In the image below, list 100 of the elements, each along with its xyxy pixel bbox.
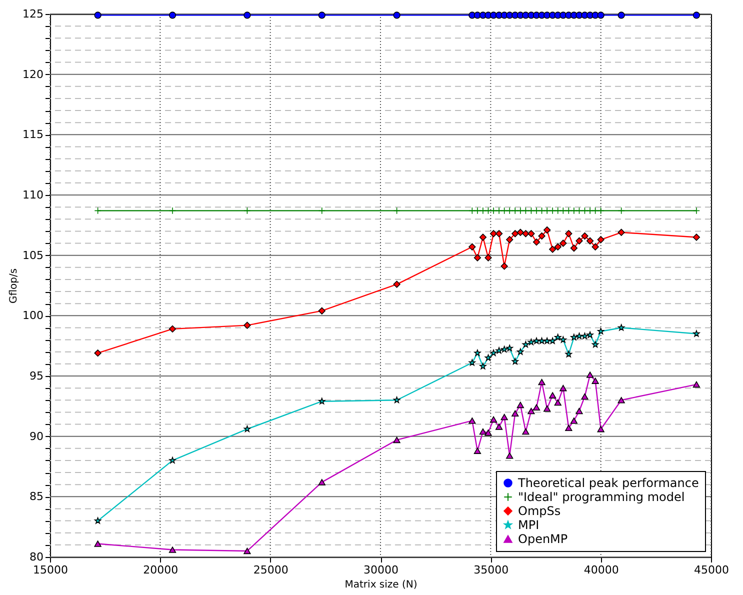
- point: [538, 337, 546, 344]
- point: [544, 405, 551, 412]
- point: [554, 243, 562, 250]
- point: [581, 393, 588, 400]
- point: [500, 414, 508, 420]
- point: [597, 12, 604, 19]
- point: [244, 426, 251, 432]
- point: [581, 207, 588, 214]
- point: [618, 396, 625, 404]
- point: [532, 404, 540, 411]
- point: [94, 207, 102, 214]
- point: [94, 517, 102, 524]
- point: [560, 336, 567, 343]
- point: [484, 207, 492, 214]
- point: [581, 332, 588, 340]
- y-tick-label: 110: [22, 188, 44, 202]
- point: [468, 359, 476, 366]
- x-tick-label: 30000: [364, 564, 398, 576]
- point: [522, 428, 530, 435]
- x-tick-label: 20000: [143, 564, 178, 576]
- point: [586, 237, 594, 244]
- x-axis-title: Matrix size (N): [344, 580, 418, 590]
- point: [565, 424, 572, 432]
- point: [586, 331, 594, 338]
- y-tick-label: 125: [22, 8, 44, 20]
- point: [479, 428, 487, 435]
- point: [576, 408, 583, 414]
- point: [495, 230, 503, 238]
- point: [474, 350, 481, 356]
- point: [560, 240, 567, 247]
- point: [168, 12, 176, 19]
- point: [94, 540, 102, 547]
- point: [692, 207, 700, 214]
- point: [244, 207, 251, 214]
- point: [522, 341, 530, 348]
- point: [560, 207, 567, 214]
- y-tick-label: 120: [22, 68, 44, 81]
- point: [528, 408, 535, 414]
- point: [544, 207, 551, 214]
- point: [168, 325, 176, 332]
- point: [538, 207, 546, 214]
- point: [512, 230, 519, 238]
- point: [474, 207, 482, 214]
- point: [538, 232, 546, 240]
- point: [592, 207, 599, 214]
- legend-label: "Ideal" programming model: [518, 490, 685, 504]
- point: [506, 207, 514, 214]
- y-tick-label: 85: [30, 490, 44, 504]
- point: [244, 12, 251, 19]
- point: [565, 230, 572, 238]
- point: [693, 330, 700, 337]
- point: [474, 448, 482, 454]
- point: [506, 236, 514, 244]
- point: [169, 456, 176, 464]
- point: [549, 246, 556, 253]
- point: [522, 207, 530, 214]
- point: [168, 207, 176, 214]
- point: [538, 378, 546, 386]
- legend-label: MPI: [518, 518, 540, 532]
- point: [554, 334, 562, 340]
- y-tick-label: 100: [22, 309, 44, 322]
- x-tick-label: 35000: [474, 564, 509, 576]
- point: [318, 307, 326, 314]
- point: [474, 254, 482, 262]
- point: [560, 384, 567, 392]
- point: [576, 332, 583, 340]
- point: [484, 354, 492, 361]
- point: [479, 234, 487, 241]
- point: [318, 398, 326, 404]
- point: [244, 322, 251, 329]
- point: [500, 346, 508, 352]
- point: [576, 207, 583, 214]
- point: [500, 262, 508, 270]
- point: [516, 228, 524, 236]
- point: [597, 207, 604, 214]
- point: [393, 396, 400, 404]
- y-tick-label: 90: [30, 430, 44, 443]
- point: [512, 358, 519, 364]
- point: [544, 337, 550, 344]
- point: [532, 238, 540, 246]
- point: [597, 426, 604, 432]
- point: [484, 254, 492, 262]
- point: [506, 344, 514, 352]
- point: [565, 350, 572, 358]
- y-tick-label: 105: [22, 248, 44, 262]
- point: [484, 430, 492, 436]
- point: [490, 230, 498, 238]
- legend-label: OmpSs: [518, 504, 561, 518]
- point: [544, 226, 551, 234]
- point: [490, 350, 497, 356]
- legend-label: Theoretical peak performance: [517, 476, 699, 490]
- point: [516, 207, 524, 214]
- point: [318, 479, 326, 486]
- y-tick-label: 115: [22, 128, 44, 142]
- point: [500, 207, 508, 214]
- x-tick-label: 15000: [33, 564, 68, 576]
- point: [393, 12, 400, 19]
- point: [490, 207, 498, 214]
- point: [393, 207, 400, 214]
- point: [244, 548, 251, 554]
